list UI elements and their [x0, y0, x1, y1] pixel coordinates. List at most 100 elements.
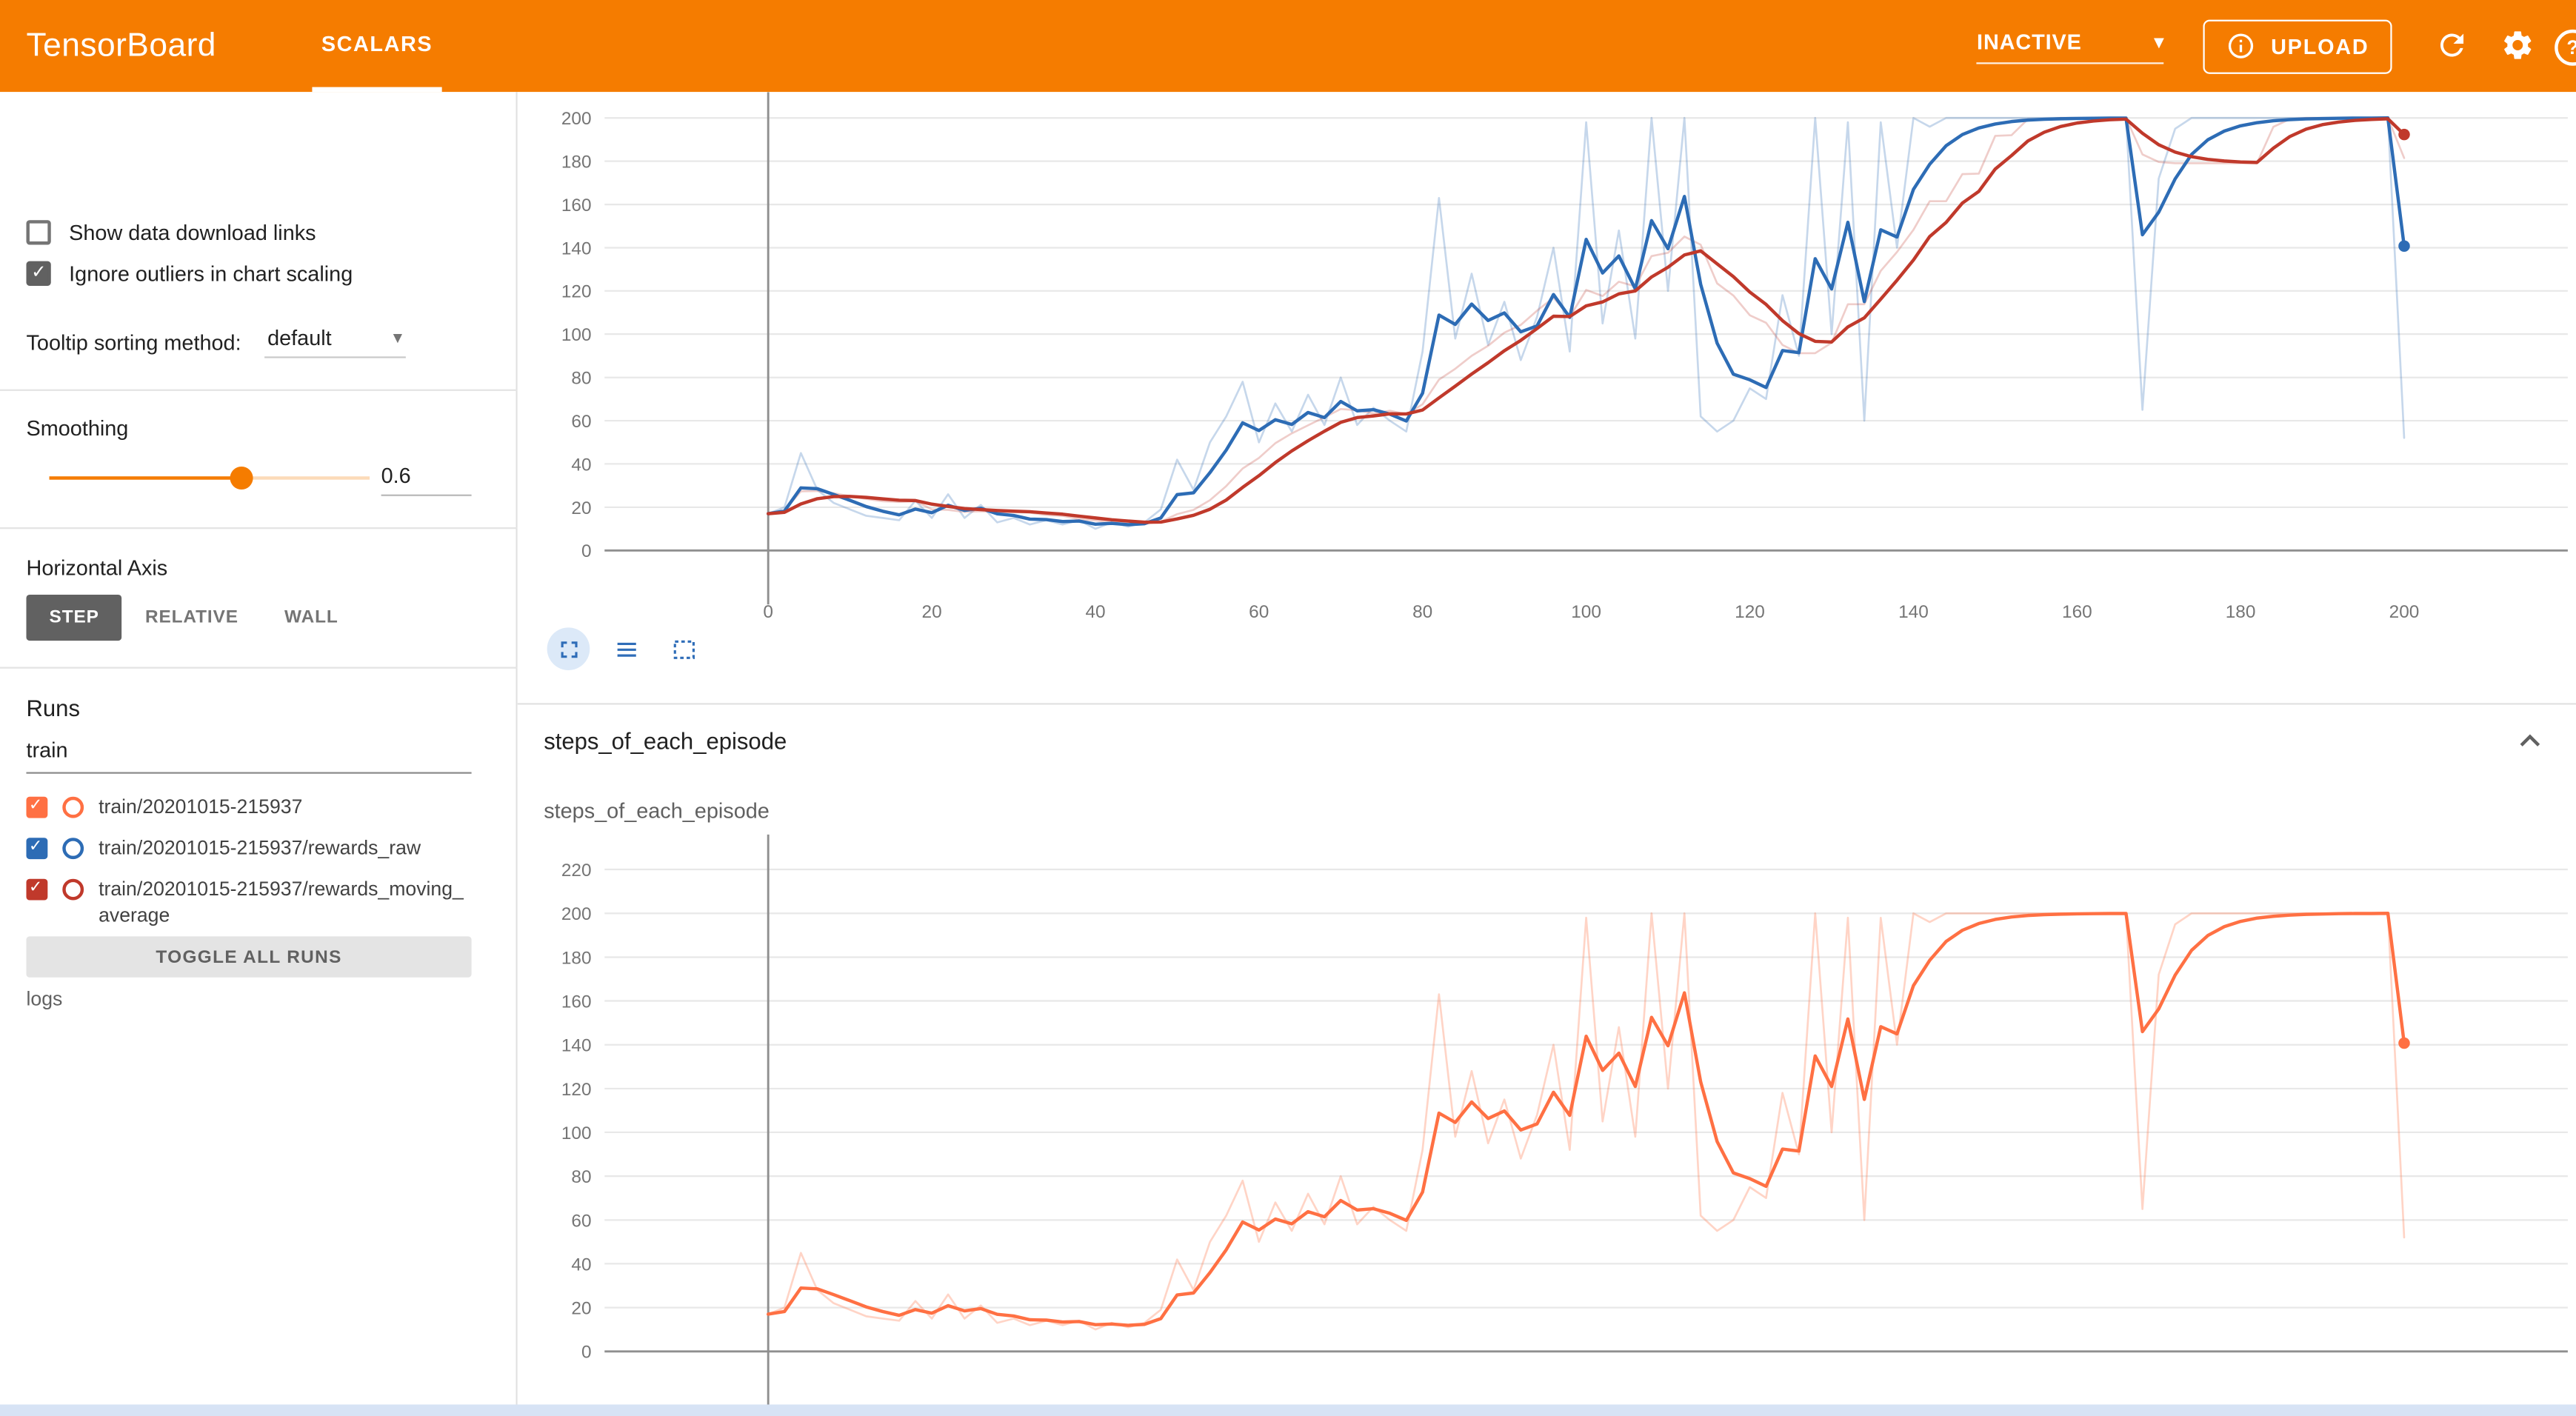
- runs-filter-input[interactable]: [26, 737, 472, 774]
- svg-text:0: 0: [581, 541, 592, 561]
- rewards-line-chart[interactable]: 0 20 40 60 80 100 120 140 160 180 200 0 20 40 60 80 100 1…: [526, 92, 2576, 641]
- run-color-circle-icon[interactable]: [62, 838, 84, 860]
- help-icon[interactable]: ?: [2555, 29, 2576, 66]
- run-label: train/20201015-215937/rewards_raw: [99, 836, 421, 860]
- svg-text:60: 60: [1249, 602, 1269, 622]
- run-label: train/20201015-215937: [99, 795, 303, 818]
- tooltip-sorting-value: default: [267, 325, 332, 350]
- steps-line-chart[interactable]: 0 20 40 60 80 100 120 140 160 180 200 220: [526, 834, 2576, 1416]
- chevron-down-icon: ▾: [393, 328, 402, 349]
- svg-text:20: 20: [571, 1298, 591, 1318]
- svg-text:140: 140: [561, 1036, 592, 1056]
- charts-area: 0 20 40 60 80 100 120 140 160 180 200 0 20 40 60 80 100 1…: [517, 92, 2576, 1416]
- svg-text:220: 220: [561, 861, 592, 881]
- slider-track-fill: [49, 476, 242, 480]
- horizontal-axis-buttons: STEP RELATIVE WALL: [26, 594, 361, 641]
- run-color-circle-icon[interactable]: [62, 878, 84, 901]
- svg-text:60: 60: [571, 412, 591, 432]
- svg-text:40: 40: [571, 1255, 591, 1275]
- run-color-circle-icon[interactable]: [62, 796, 84, 818]
- svg-text:20: 20: [571, 498, 591, 518]
- settings-sidebar: Show data download links Ignore outliers…: [0, 92, 518, 1416]
- svg-text:40: 40: [571, 455, 591, 475]
- upload-button[interactable]: UPLOAD: [2203, 19, 2392, 73]
- svg-text:80: 80: [1412, 602, 1432, 622]
- svg-text:160: 160: [2062, 602, 2092, 622]
- divider: [0, 389, 518, 391]
- show-download-links-checkbox[interactable]: Show data download links: [26, 217, 316, 247]
- smoothing-value-input[interactable]: 0.6: [381, 464, 472, 496]
- tab-scalars[interactable]: SCALARS: [311, 0, 443, 93]
- chevron-up-icon[interactable]: [2510, 721, 2549, 761]
- svg-text:80: 80: [571, 1167, 591, 1187]
- checkbox-label: Ignore outliers in chart scaling: [69, 260, 353, 285]
- fit-domain-icon[interactable]: [662, 627, 705, 670]
- tooltip-sorting-row: Tooltip sorting method: default ▾: [26, 325, 406, 358]
- svg-text:180: 180: [2226, 602, 2256, 622]
- svg-text:20: 20: [922, 602, 942, 622]
- ignore-outliers-checkbox[interactable]: Ignore outliers in chart scaling: [26, 258, 353, 287]
- svg-text:200: 200: [561, 109, 592, 129]
- tooltip-sorting-label: Tooltip sorting method:: [26, 329, 241, 355]
- runs-label: Runs: [26, 695, 80, 721]
- svg-text:200: 200: [561, 904, 592, 924]
- svg-text:140: 140: [1898, 602, 1929, 622]
- refresh-icon[interactable]: [2433, 28, 2469, 64]
- toggle-all-runs-button[interactable]: TOGGLE ALL RUNS: [26, 936, 472, 978]
- checkbox-icon[interactable]: [26, 260, 51, 285]
- section-title: steps_of_each_episode: [544, 727, 787, 755]
- axis-relative-button[interactable]: RELATIVE: [122, 595, 261, 641]
- svg-text:0: 0: [581, 1343, 592, 1363]
- app-title: TensorBoard: [26, 27, 216, 64]
- horizontal-scrollbar[interactable]: [0, 1404, 2576, 1416]
- svg-text:180: 180: [561, 948, 592, 968]
- data-table-icon[interactable]: [604, 627, 647, 670]
- svg-text:80: 80: [571, 369, 591, 389]
- axis-step-button[interactable]: STEP: [26, 594, 122, 641]
- svg-text:120: 120: [561, 282, 592, 302]
- info-icon: [2229, 33, 2254, 59]
- run-checkbox-icon[interactable]: [26, 795, 48, 818]
- run-row[interactable]: train/20201015-215937/rewards_raw: [26, 836, 473, 862]
- logs-text: logs: [26, 987, 63, 1011]
- slider-knob[interactable]: [230, 466, 253, 490]
- svg-text:120: 120: [1735, 602, 1765, 622]
- svg-text:180: 180: [561, 152, 592, 172]
- run-checkbox-icon[interactable]: [26, 836, 48, 860]
- tooltip-sorting-select[interactable]: default ▾: [264, 325, 406, 358]
- svg-text:40: 40: [1085, 602, 1105, 622]
- divider: [517, 703, 2576, 705]
- svg-text:140: 140: [561, 238, 592, 258]
- smoothing-slider[interactable]: [49, 466, 370, 490]
- svg-text:200: 200: [2389, 602, 2420, 622]
- svg-text:120: 120: [561, 1080, 592, 1100]
- run-label: train/20201015-215937/rewards_moving_ave…: [99, 877, 464, 926]
- svg-text:160: 160: [561, 992, 592, 1012]
- top-bar: TensorBoard SCALARS INACTIVE ▾ UPLOAD ?: [0, 0, 2576, 93]
- axis-wall-button[interactable]: WALL: [261, 595, 361, 641]
- chart-toolbar: [547, 627, 705, 670]
- smoothing-label: Smoothing: [26, 415, 129, 441]
- chevron-down-icon: ▾: [2154, 32, 2164, 52]
- svg-text:160: 160: [561, 196, 592, 216]
- svg-text:100: 100: [561, 1123, 592, 1143]
- svg-text:100: 100: [561, 325, 592, 345]
- settings-gear-icon[interactable]: [2499, 28, 2535, 64]
- svg-text:60: 60: [571, 1211, 591, 1231]
- status-dropdown-value: INACTIVE: [1977, 28, 2082, 54]
- chart-card-title: steps_of_each_episode: [544, 798, 770, 824]
- checkbox-icon[interactable]: [26, 219, 51, 244]
- svg-text:0: 0: [763, 602, 773, 622]
- svg-text:100: 100: [1571, 602, 1601, 622]
- expand-chart-icon[interactable]: [547, 627, 590, 670]
- run-checkbox-icon[interactable]: [26, 877, 48, 901]
- run-row[interactable]: train/20201015-215937: [26, 795, 473, 821]
- run-row[interactable]: train/20201015-215937/rewards_moving_ave…: [26, 877, 473, 928]
- status-dropdown[interactable]: INACTIVE ▾: [1977, 29, 2164, 64]
- horizontal-axis-label: Horizontal Axis: [26, 555, 168, 580]
- section-header-steps-of-each-episode[interactable]: steps_of_each_episode: [517, 704, 2576, 778]
- checkbox-label: Show data download links: [69, 219, 316, 244]
- divider: [0, 527, 518, 530]
- divider: [0, 667, 518, 669]
